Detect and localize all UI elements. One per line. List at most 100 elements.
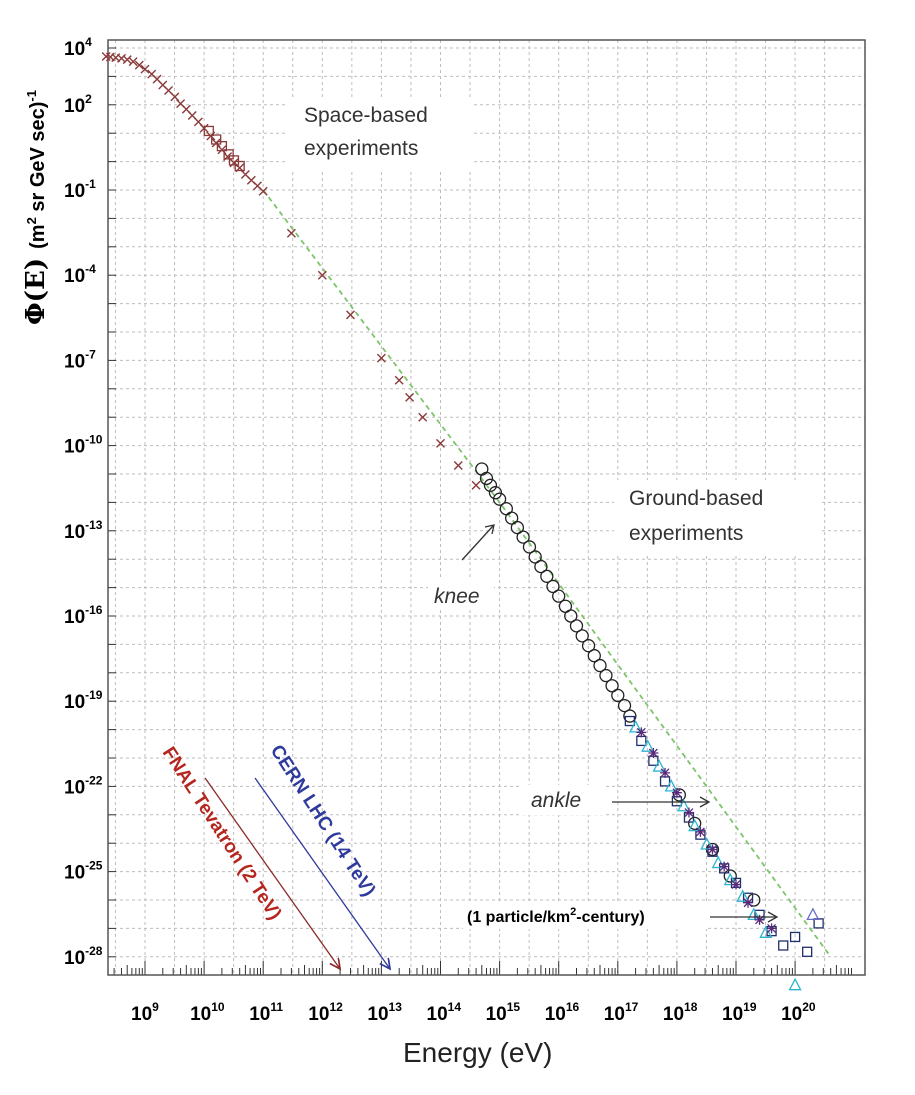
knee-label: knee <box>434 585 480 608</box>
knee-arrow <box>461 525 494 561</box>
x-tick-label: 1011 <box>249 1000 283 1025</box>
space-label-background <box>288 100 473 170</box>
rate-arrowhead <box>767 911 779 923</box>
data-point-cross <box>453 460 463 470</box>
data-point-triangle <box>723 872 737 886</box>
data-point-cross <box>418 412 428 422</box>
data-point-star <box>648 747 659 758</box>
ground-label-background <box>614 480 819 554</box>
data-point-circle <box>505 511 519 525</box>
data-point-square <box>216 140 228 152</box>
data-point-triangle <box>806 907 820 920</box>
data-point-circle <box>488 486 503 500</box>
rate-label: (1 particle/km2-century) <box>467 906 645 926</box>
ankle-label-background <box>522 785 604 815</box>
y-tick-labels: 104 102 10-1 10-4 10-7 10-10 10-13 10-16 10-19 10… <box>64 35 103 969</box>
plot-frame <box>107 39 866 976</box>
x-tick-label: 1012 <box>308 1000 343 1025</box>
accelerator-arrows <box>204 777 390 969</box>
data-point-triangle <box>788 977 802 991</box>
data-point-cross <box>394 375 404 385</box>
x-tick-label: 1020 <box>781 1000 816 1025</box>
data-point-circle <box>581 639 596 653</box>
data-point-star <box>766 923 777 934</box>
ground-based-label-line1: Ground-based <box>629 487 763 510</box>
data-point-star <box>683 807 694 818</box>
data-point-cross <box>140 64 150 74</box>
data-points <box>101 52 824 991</box>
data-point-triangle <box>711 855 725 869</box>
data-point-triangle <box>629 719 643 733</box>
data-point-circle <box>552 589 566 603</box>
x-tick-label: 1019 <box>722 1000 757 1025</box>
data-point-star <box>754 914 765 925</box>
ankle-label: ankle <box>531 789 581 812</box>
data-point-cross <box>211 138 221 148</box>
y-axis-label: Φ(E) (m2 sr GeV sec)-1 <box>21 90 51 325</box>
data-point-circle <box>723 869 737 883</box>
data-point-star <box>660 767 671 778</box>
y-tick-label: 10-25 <box>64 859 103 884</box>
minor-ticks <box>108 47 852 975</box>
y-tick-label: 104 <box>64 35 92 60</box>
data-point-square <box>203 125 214 137</box>
data-point-circle <box>479 471 494 486</box>
data-point-circle <box>534 559 548 574</box>
y-tick-label: 10-4 <box>64 262 96 287</box>
data-point-circle <box>510 520 525 535</box>
y-tick-label: 10-7 <box>64 347 96 372</box>
data-point-circle <box>587 649 601 663</box>
data-point-circle <box>483 478 498 492</box>
axis-labels: Energy (eV) Φ(E) (m2 sr GeV sec)-1 <box>21 90 552 1068</box>
rate-label-background <box>463 902 707 929</box>
data-point-star <box>707 844 718 855</box>
data-point-circle <box>672 788 686 802</box>
data-point-square <box>624 715 636 727</box>
data-point-cross <box>376 353 386 363</box>
x-tick-label: 109 <box>131 1000 159 1025</box>
y-tick-label: 10-16 <box>64 603 103 628</box>
space-based-label-line2: experiments <box>304 137 418 160</box>
x-tick-label: 1010 <box>190 1000 225 1025</box>
data-point-circle <box>611 688 625 703</box>
data-point-star <box>743 897 754 908</box>
x-tick-label: 1015 <box>486 1000 521 1025</box>
data-point-circle <box>605 679 619 693</box>
data-point-circle <box>564 609 578 623</box>
data-point-square <box>223 149 234 160</box>
data-point-square <box>211 134 222 145</box>
knee-arrowhead <box>484 524 495 535</box>
y-tick-label: 10-10 <box>64 433 103 458</box>
lhc-arrow <box>254 777 390 969</box>
x-tick-label: 1013 <box>367 1000 402 1025</box>
data-point-triangle <box>700 837 714 850</box>
data-point-triangle <box>641 739 655 752</box>
data-point-cross <box>405 392 415 402</box>
data-point-cross <box>436 438 445 448</box>
space-based-label-line1: Space-based <box>304 104 428 127</box>
y-tick-label: 10-28 <box>64 944 103 969</box>
x-tick-label: 1014 <box>427 1000 462 1025</box>
data-point-circle <box>522 540 537 554</box>
y-tick-label: 10-22 <box>64 773 103 798</box>
data-point-cross <box>122 55 132 65</box>
data-point-circle <box>593 658 607 673</box>
data-point-cross <box>471 480 481 490</box>
data-point-triangle <box>664 778 678 792</box>
data-point-circle <box>492 492 507 506</box>
data-point-circle <box>617 698 632 713</box>
ground-based-label-line2: experiments <box>629 522 743 545</box>
data-point-star <box>671 787 682 798</box>
data-point-circle <box>540 569 554 583</box>
y-tick-label: 102 <box>64 92 92 117</box>
x-tick-labels: 109 1010 1011 1012 1013 1014 1015 1016 1017 1018 1… <box>131 1000 816 1025</box>
data-point-triangle <box>688 818 702 832</box>
data-point-circle <box>688 816 702 830</box>
data-point-circle <box>546 579 560 594</box>
x-tick-label: 1018 <box>663 1000 698 1025</box>
data-point-triangle <box>736 889 750 902</box>
data-point-cross <box>134 60 144 70</box>
data-point-cross <box>128 57 138 67</box>
x-axis-label: Energy (eV) <box>403 1037 552 1068</box>
